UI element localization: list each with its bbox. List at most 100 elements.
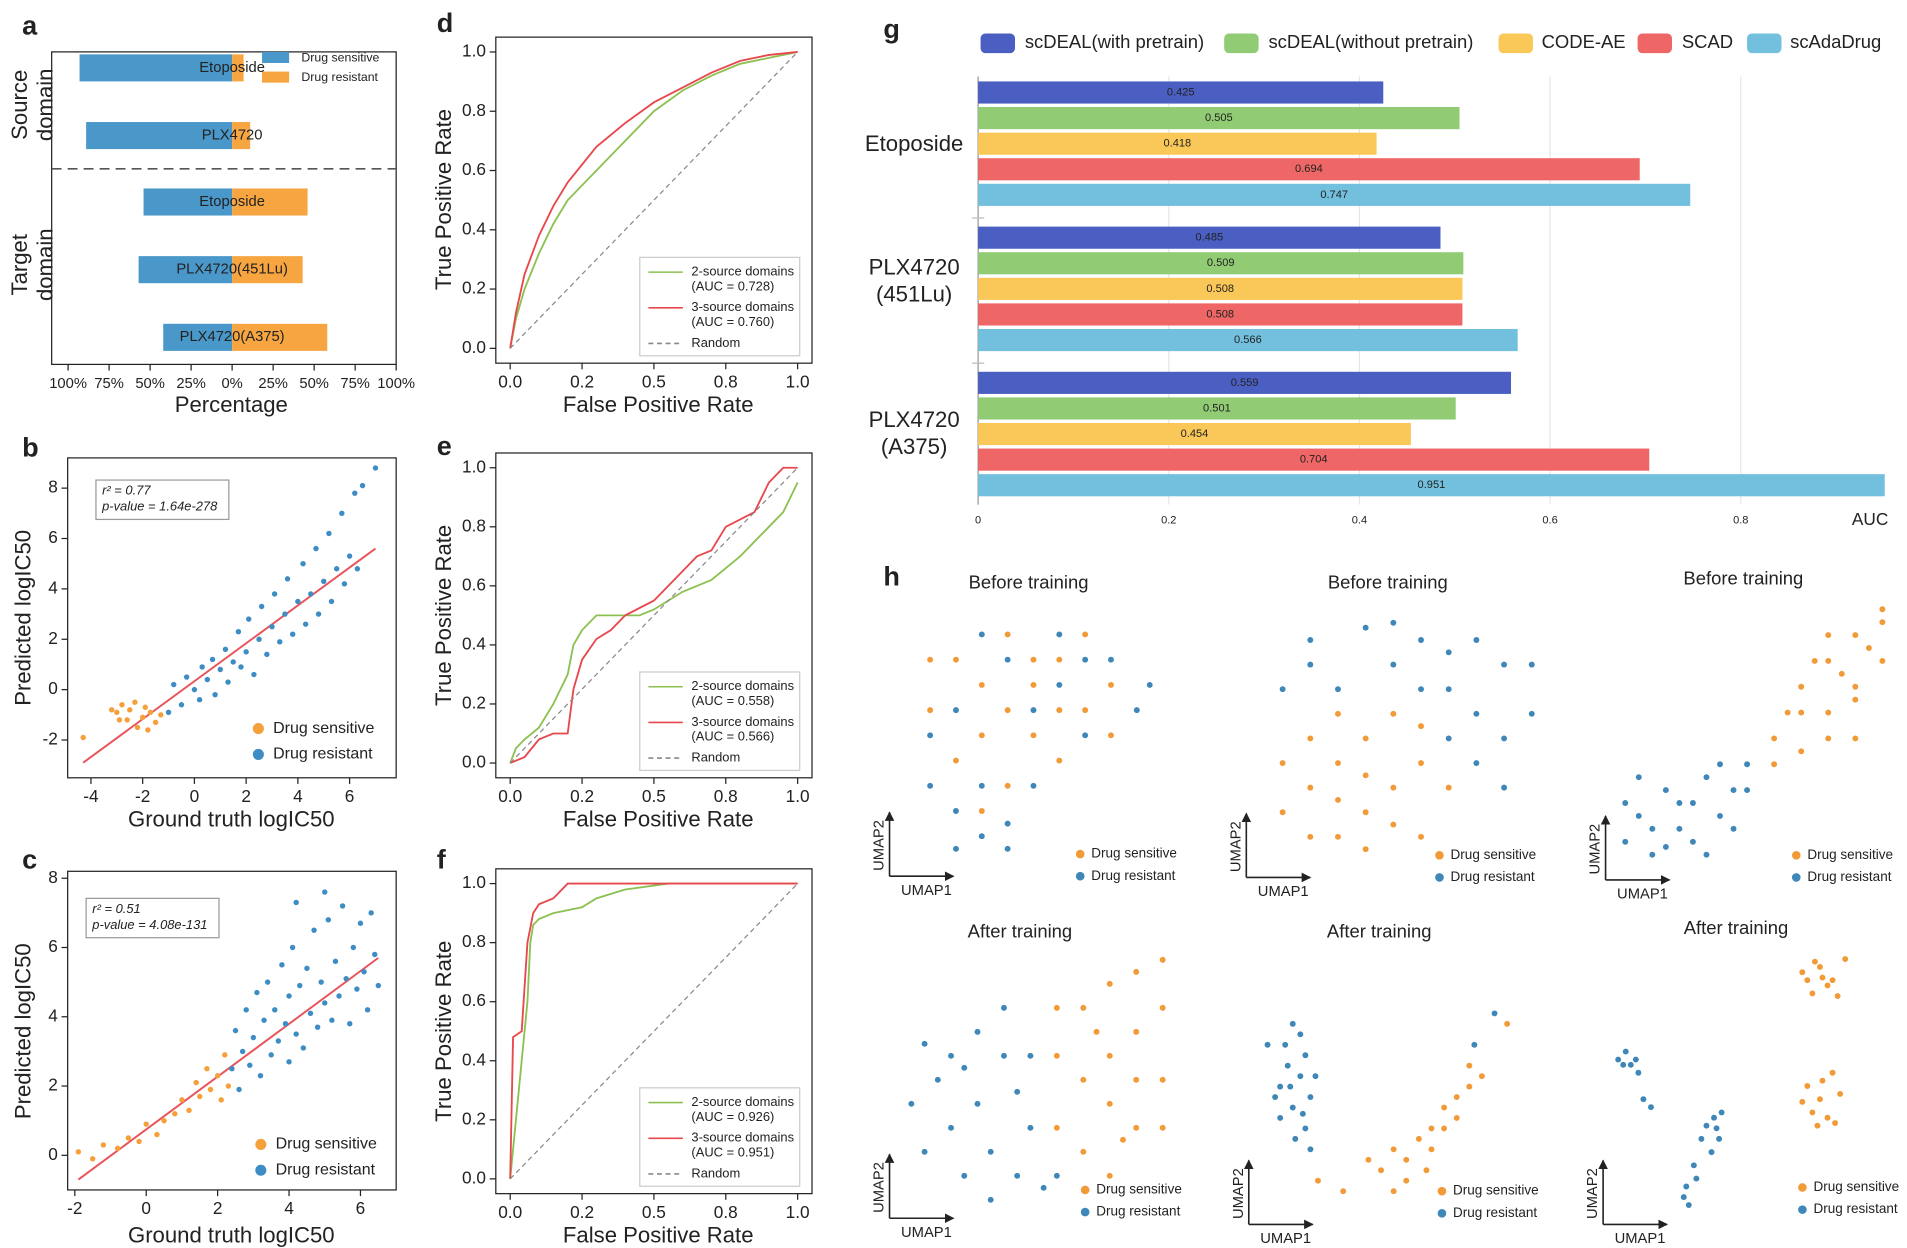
point	[152, 719, 159, 726]
point	[1307, 1094, 1314, 1101]
value-label: 0.559	[1231, 377, 1259, 389]
point	[243, 649, 249, 655]
point	[1834, 993, 1841, 1000]
point	[934, 1076, 941, 1083]
bar-label: PLX4720(451Lu)	[176, 262, 288, 278]
x-axis-label: UMAP1	[1615, 1231, 1666, 1247]
y-tick-label: 0.6	[462, 990, 486, 1010]
point	[1824, 1114, 1831, 1121]
point	[282, 1020, 289, 1027]
category-label: PLX4720	[869, 254, 960, 279]
point	[1428, 1146, 1435, 1153]
y-tick-label: 0.0	[462, 1167, 486, 1187]
point	[1799, 969, 1806, 976]
legend-label: Drug resistant	[1813, 1201, 1897, 1216]
group-label: Target	[7, 234, 32, 295]
group-label: domain	[33, 69, 58, 142]
point	[325, 917, 332, 923]
point	[1056, 681, 1063, 688]
value-label: 0.505	[1205, 112, 1233, 124]
point	[927, 782, 934, 789]
x-tick-label: 0.2	[570, 786, 594, 806]
point	[207, 1086, 214, 1093]
legend-label: 3-source domains	[691, 1130, 794, 1145]
point	[978, 681, 985, 688]
point	[1390, 1188, 1397, 1195]
legend-label: Drug resistant	[301, 70, 378, 84]
point	[1335, 833, 1341, 840]
point	[114, 1145, 121, 1152]
point	[1441, 1104, 1448, 1111]
x-axis-label: False Positive Rate	[563, 1223, 754, 1248]
panel-label: f	[437, 845, 447, 875]
point	[961, 1064, 968, 1071]
point	[1730, 787, 1737, 794]
point	[247, 1062, 253, 1068]
point	[927, 707, 934, 714]
x-axis-label: Ground truth logIC50	[128, 1223, 335, 1248]
x-tick-label: 6	[356, 1198, 366, 1218]
point	[961, 1172, 968, 1179]
point	[89, 1156, 96, 1162]
point	[1428, 1125, 1435, 1132]
point	[343, 975, 349, 982]
point	[1014, 1088, 1021, 1095]
bar	[978, 474, 1885, 497]
bar	[978, 226, 1441, 249]
point	[1622, 1048, 1629, 1055]
point	[1703, 774, 1710, 781]
point	[1277, 1083, 1284, 1090]
point	[1648, 1104, 1654, 1111]
x-tick-label: 0.6	[1542, 515, 1557, 527]
point	[1689, 838, 1696, 845]
point	[284, 576, 291, 582]
point	[114, 709, 120, 716]
legend-label: SCAD	[1682, 31, 1733, 52]
legend-label: Drug sensitive	[1813, 1179, 1899, 1194]
point	[1272, 1094, 1279, 1101]
point	[318, 979, 324, 985]
point	[1056, 757, 1063, 764]
point	[359, 482, 366, 489]
bar-segment	[232, 256, 303, 284]
bar-segment	[143, 188, 233, 216]
panel-label: d	[437, 8, 454, 38]
point	[1445, 784, 1452, 791]
bar	[978, 252, 1464, 275]
point	[1798, 683, 1805, 690]
legend-marker	[1075, 849, 1085, 859]
point	[978, 833, 985, 840]
x-tick-label: 1.0	[786, 786, 810, 806]
point	[80, 734, 86, 741]
point	[282, 611, 288, 617]
legend-label: (AUC = 0.728)	[691, 278, 774, 293]
legend-swatch	[262, 51, 290, 63]
point	[1466, 1062, 1473, 1069]
point	[1528, 661, 1535, 668]
point	[1362, 624, 1369, 631]
y-tick-label: 1.0	[462, 872, 486, 892]
y-tick-label: 2	[48, 628, 58, 648]
point	[1056, 656, 1063, 663]
y-tick-label: 4	[48, 577, 58, 597]
point	[293, 1031, 299, 1037]
point	[1730, 825, 1737, 832]
point	[134, 724, 141, 731]
point	[1504, 1020, 1511, 1027]
x-tick-label: 75%	[94, 376, 124, 392]
point	[300, 1045, 307, 1051]
legend-label: Random	[691, 335, 740, 350]
value-label: 0.454	[1181, 428, 1209, 440]
point	[1852, 696, 1859, 703]
point	[1832, 1120, 1839, 1126]
bar	[978, 303, 1463, 326]
point	[1703, 851, 1710, 858]
point	[1390, 661, 1397, 668]
point	[1390, 619, 1397, 626]
point	[1080, 1076, 1087, 1083]
x-tick-label: 100%	[49, 376, 87, 392]
point	[1335, 686, 1341, 693]
x-tick-label: 75%	[340, 376, 370, 392]
